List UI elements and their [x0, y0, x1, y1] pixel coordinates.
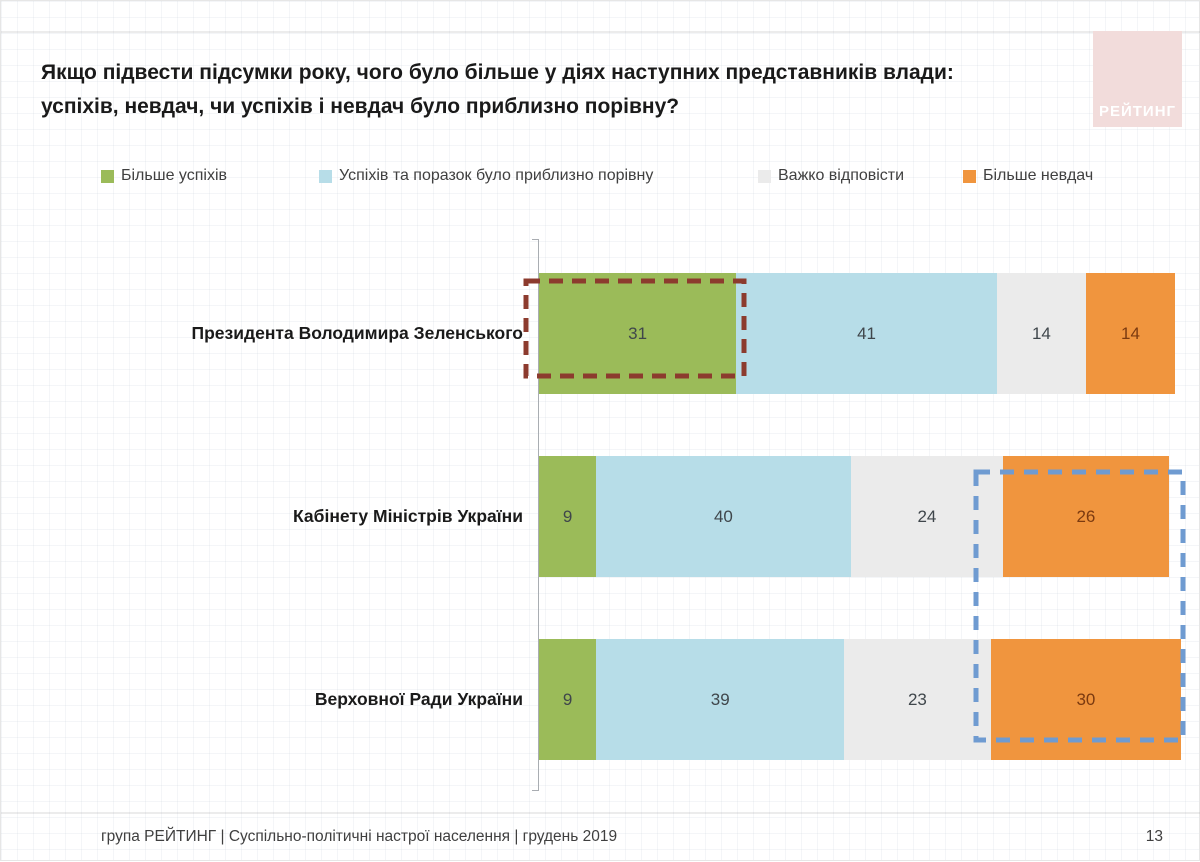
legend-item-more-failures: Більше невдач [963, 167, 1093, 185]
bar-segment-hard-to-say: 23 [844, 639, 991, 760]
bar-segment-hard-to-say: 14 [996, 273, 1086, 394]
legend-label: Більше невдач [983, 167, 1094, 184]
category-label-president: Президента Володимира Зеленського [191, 323, 523, 343]
slide-title-line1: Якщо підвести підсумки року, чого було б… [41, 61, 954, 84]
segment-value: 24 [917, 506, 937, 526]
category-label-rada: Верховної Ради України [314, 689, 523, 709]
legend-swatch-orange [963, 169, 976, 183]
bar-segment-equal: 40 [596, 456, 851, 577]
legend-label: Більше успіхів [121, 167, 227, 184]
segment-value: 26 [1076, 506, 1096, 526]
segment-value: 14 [1120, 323, 1140, 343]
y-axis-line [538, 239, 539, 791]
segment-value: 30 [1076, 689, 1096, 709]
axis-tick-top [532, 239, 538, 240]
bar-segment-more-successes: 9 [539, 456, 597, 577]
rating-logo-text: РЕЙТИНГ [1098, 103, 1177, 120]
slide-title: Якщо підвести підсумки року, чого було б… [41, 56, 1051, 124]
slide-title-line2: успіхів, невдач, чи успіхів і невдач бул… [41, 95, 680, 118]
bar-segment-more-successes: 31 [539, 273, 737, 394]
legend-swatch-blue [319, 169, 332, 183]
bar-segment-more-failures: 14 [1085, 273, 1175, 394]
segment-value: 40 [713, 506, 733, 526]
bar-row-cabinet: Кабінету Міністрів України 9 40 24 26 [1, 456, 1200, 577]
bar-segment-equal: 39 [596, 639, 845, 760]
segment-value: 39 [710, 689, 730, 709]
segment-value: 41 [857, 323, 876, 343]
segment-value: 23 [907, 689, 927, 709]
legend-swatch-green [101, 169, 114, 183]
axis-tick-bottom [532, 790, 538, 791]
rating-logo: РЕЙТИНГ [1093, 31, 1182, 127]
legend-item-hard-to-say: Важко відповісти [758, 167, 904, 185]
legend-label: Важко відповісти [778, 167, 905, 184]
segment-value: 9 [562, 506, 573, 526]
legend-item-equal: Успіхів та поразок було приблизно порівн… [319, 167, 653, 185]
page-number: 13 [1145, 828, 1163, 845]
bar-segment-more-failures: 26 [1003, 456, 1169, 577]
bottom-frame-line [1, 812, 1200, 814]
bar-segment-more-failures: 30 [990, 639, 1182, 760]
segment-value: 9 [562, 689, 573, 709]
stacked-bar-rada: 9 39 23 30 [539, 639, 1182, 760]
top-frame-line [1, 31, 1200, 33]
stacked-bar-president: 31 41 14 14 [539, 273, 1175, 394]
bar-row-president: Президента Володимира Зеленського 31 41 … [1, 273, 1200, 394]
legend: Більше успіхів Успіхів та поразок було п… [1, 167, 1200, 191]
footer-source: група РЕЙТИНГ | Суспільно-політичні наст… [101, 828, 618, 845]
bar-segment-hard-to-say: 24 [850, 456, 1004, 577]
legend-label: Успіхів та поразок було приблизно порівн… [339, 167, 654, 184]
segment-value: 31 [628, 323, 648, 343]
legend-swatch-gray [758, 169, 771, 183]
bar-row-rada: Верховної Ради України 9 39 23 30 [1, 639, 1200, 760]
bar-segment-equal: 41 [736, 273, 997, 394]
legend-item-more-successes: Більше успіхів [101, 167, 227, 185]
segment-value: 14 [1031, 323, 1051, 343]
bar-segment-more-successes: 9 [539, 639, 597, 760]
stacked-bar-cabinet: 9 40 24 26 [539, 456, 1175, 577]
category-label-cabinet: Кабінету Міністрів України [293, 506, 523, 526]
